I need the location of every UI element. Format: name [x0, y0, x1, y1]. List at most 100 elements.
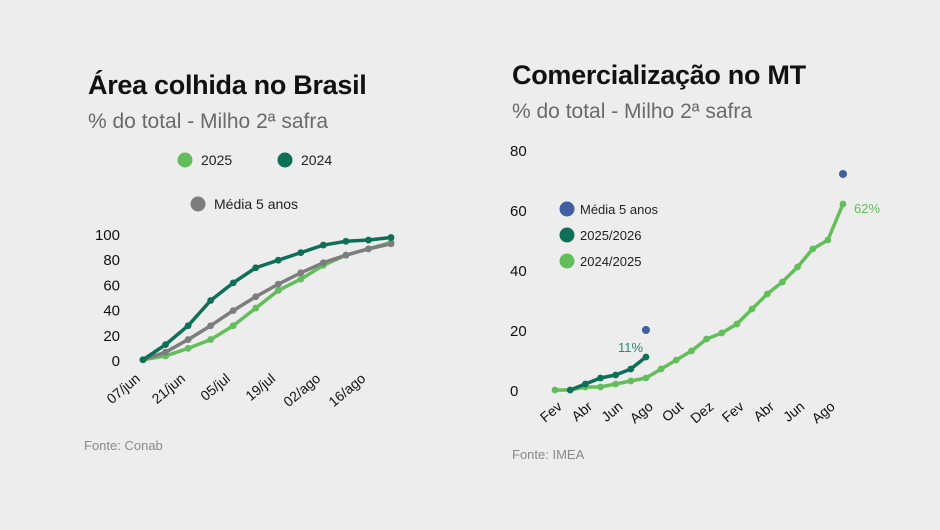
x-tick-label: 05/jul	[197, 370, 233, 404]
series-2-point-4	[229, 279, 237, 287]
series-1-point-1	[162, 348, 169, 356]
legend-marker-0	[177, 152, 193, 168]
series-0-point-7	[297, 275, 305, 283]
series-0-point-13	[748, 305, 756, 313]
chart-source: Fonte: Conab	[84, 438, 163, 453]
legend-marker-2	[190, 196, 206, 212]
series-1-point-7	[297, 269, 305, 277]
series-1-line	[141, 242, 393, 362]
legend-label-1: 2025/2026	[580, 228, 641, 243]
series-0-point-3	[207, 336, 215, 343]
series-1-point-5	[642, 353, 650, 361]
series-0-point-12	[733, 320, 741, 328]
series-0-point-10	[703, 335, 710, 343]
x-tick-label: Jun	[598, 398, 626, 425]
series-1-point-3	[207, 322, 215, 330]
y-tick-label: 0	[510, 383, 518, 400]
x-tick-label: 19/jul	[242, 370, 278, 404]
series-0-point-16	[794, 263, 801, 271]
series-0-point-19	[839, 200, 847, 208]
series-0-point-14	[763, 290, 771, 298]
series-0-point-4	[229, 322, 237, 330]
series-2-point-9	[342, 237, 350, 245]
x-tick-label: 07/jun	[103, 370, 143, 407]
legend-marker-1	[559, 227, 575, 243]
legend-marker-1	[277, 152, 293, 168]
x-tick-label: 02/ago	[280, 370, 323, 410]
y-tick-label: 60	[510, 203, 527, 220]
series-0-point-5	[627, 377, 635, 385]
series-0-point-7	[657, 365, 665, 373]
x-tick-label: Abr	[750, 398, 777, 424]
chart-subtitle: % do total - Milho 2ª safra	[88, 110, 329, 133]
series-0-point-6	[274, 287, 282, 294]
legend-label-2: 2024/2025	[580, 254, 641, 269]
legend-label-0: Média 5 anos	[580, 202, 659, 217]
series-0-point-18	[824, 236, 832, 244]
y-tick-label: 100	[95, 227, 120, 244]
x-tick-label: Out	[659, 398, 687, 425]
series-2-point-1	[162, 341, 169, 349]
series-0-point-11	[718, 329, 726, 337]
series-1-point-10	[365, 245, 372, 253]
series-2-point-11	[387, 234, 395, 241]
chart-panel-area-colhida: Área colhida no Brasil % do total - Milh…	[84, 70, 395, 453]
series-0-point-4	[612, 380, 620, 388]
series-2-point-0	[641, 326, 650, 334]
series-2-point-10	[365, 236, 372, 244]
series-1-point-3	[612, 371, 620, 379]
x-tick-label: 21/jun	[149, 370, 189, 407]
y-tick-label: 40	[103, 303, 120, 320]
series-1-point-11	[387, 240, 395, 248]
annotation-label: 62%	[854, 201, 880, 216]
legend-label-1: 2024	[301, 152, 332, 168]
y-tick-label: 80	[510, 143, 527, 160]
series-2-point-1	[839, 170, 847, 178]
x-tick-label: Jun	[780, 398, 808, 425]
x-tick-label: Ago	[808, 398, 838, 426]
legend-label-0: 2025	[201, 152, 232, 168]
chart-title: Área colhida no Brasil	[88, 70, 367, 100]
series-2-point-7	[297, 249, 305, 257]
chart-source: Fonte: IMEA	[512, 447, 585, 462]
series-0-point-5	[252, 304, 260, 312]
y-tick-label: 20	[510, 323, 527, 340]
series-2-point-6	[274, 256, 282, 264]
series-0-point-15	[778, 278, 786, 286]
series-2-point-2	[184, 322, 192, 330]
series-2-line	[141, 235, 393, 362]
x-tick-label: 16/ago	[325, 370, 368, 410]
series-1-point-0	[566, 386, 574, 394]
legend-marker-0	[559, 201, 575, 217]
series-2-point-3	[207, 297, 215, 304]
series-1-point-1	[581, 380, 589, 388]
series-1-point-4	[627, 365, 635, 373]
series-1-point-6	[274, 280, 282, 288]
series-0-point-3	[597, 383, 604, 391]
chart-subtitle: % do total - Milho 2ª safra	[512, 100, 753, 123]
series-0-point-6	[642, 374, 650, 382]
series-2-point-8	[319, 241, 327, 249]
series-1-point-9	[342, 251, 350, 259]
series-2-point-5	[252, 264, 260, 272]
x-tick-label: Ago	[626, 398, 656, 426]
y-tick-label: 0	[112, 353, 120, 370]
y-tick-label: 80	[103, 252, 120, 269]
y-tick-label: 60	[103, 277, 120, 294]
series-0-point-2	[184, 345, 192, 352]
x-tick-label: Dez	[687, 398, 716, 426]
legend-label-2: Média 5 anos	[214, 196, 298, 212]
series-1-point-4	[229, 307, 237, 314]
y-tick-label: 20	[103, 328, 120, 345]
series-2-point-0	[139, 356, 147, 364]
chart-panel-comercializacao: Comercialização no MT % do total - Milho…	[470, 0, 940, 530]
series-1-point-2	[597, 374, 604, 382]
series-1-point-5	[252, 293, 260, 301]
series-1-point-2	[184, 336, 192, 343]
series-0-point-9	[688, 347, 695, 355]
y-tick-label: 40	[510, 263, 527, 280]
series-0-point-17	[809, 245, 817, 253]
legend-marker-2	[559, 253, 575, 269]
series-0-point-0	[551, 386, 559, 394]
